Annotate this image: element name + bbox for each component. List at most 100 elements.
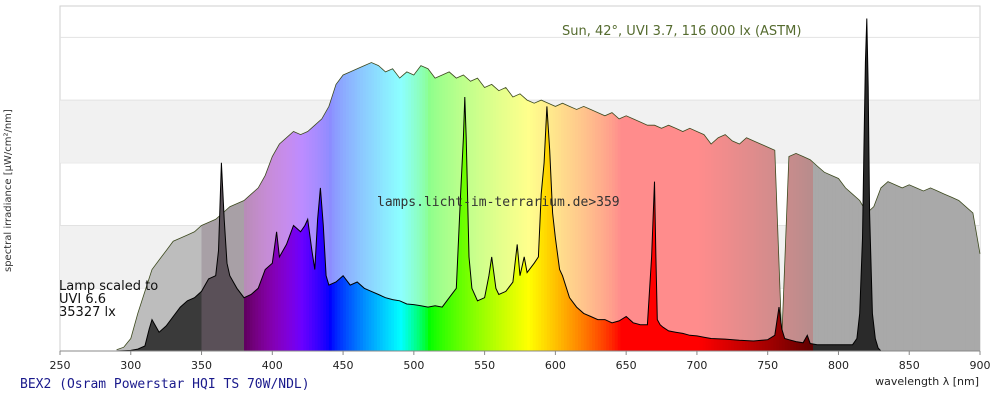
sun-spectrum-strip: [241, 62, 245, 351]
sun-spectrum-strip: [764, 62, 769, 351]
sun-spectrum-strip: [677, 62, 681, 351]
sun-spectrum-strip: [527, 62, 531, 351]
sun-spectrum-strip: [943, 62, 947, 351]
sun-spectrum-strip: [875, 62, 879, 351]
sun-spectrum-strip: [804, 62, 808, 351]
sun-spectrum-strip: [807, 62, 811, 351]
sun-spectrum-strip: [456, 62, 460, 351]
sun-spectrum-strip: [849, 62, 854, 351]
sun-spectrum-strip: [348, 62, 353, 351]
sun-spectrum-strip: [716, 62, 721, 351]
sun-spectrum-strip: [512, 62, 517, 351]
sun-spectrum-strip: [467, 62, 471, 351]
sun-spectrum-strip: [510, 62, 514, 351]
sun-spectrum-strip: [818, 62, 822, 351]
sun-spectrum-strip: [436, 62, 440, 351]
sun-spectrum-strip: [736, 62, 740, 351]
sun-spectrum-strip: [719, 62, 723, 351]
x-tick-label: 850: [899, 359, 920, 372]
lamp-spectrum-strip: [544, 18, 548, 351]
sun-spectrum-strip: [770, 62, 774, 351]
sun-spectrum-strip: [728, 62, 732, 351]
x-tick-label: 900: [970, 359, 991, 372]
sun-spectrum-strip: [555, 62, 559, 351]
sun-spectrum-strip: [909, 62, 913, 351]
x-tick-label: 750: [757, 359, 778, 372]
sun-spectrum-line: [116, 62, 981, 351]
sun-spectrum-strip: [762, 62, 766, 351]
x-tick-label: 350: [191, 359, 212, 372]
sun-spectrum-strip: [847, 62, 851, 351]
sun-spectrum-strip: [515, 62, 520, 351]
sun-spectrum-strip: [832, 62, 837, 351]
x-tick-label: 400: [262, 359, 283, 372]
sun-spectrum-strip: [360, 62, 364, 351]
sun-spectrum-strip: [595, 62, 599, 351]
sun-spectrum-strip: [696, 62, 701, 351]
sun-spectrum-strip: [439, 62, 443, 351]
sun-spectrum-strip: [773, 62, 777, 351]
sun-spectrum-strip: [682, 62, 687, 351]
sun-spectrum-strip: [229, 62, 234, 351]
sun-spectrum-strip: [430, 62, 435, 351]
sun-spectrum-strip: [297, 62, 302, 351]
sun-spectrum-strip: [303, 62, 307, 351]
sun-spectrum-strip: [813, 62, 817, 351]
sun-spectrum-strip: [824, 62, 828, 351]
sun-spectrum-strip: [487, 62, 491, 351]
sun-spectrum-strip: [453, 62, 457, 351]
sun-spectrum-strip: [801, 62, 806, 351]
sun-spectrum-strip: [699, 62, 704, 351]
watermark: lamps.licht-im-terrarium.de>359: [377, 195, 620, 210]
sun-spectrum-strip: [883, 62, 888, 351]
sun-spectrum-strip: [368, 62, 372, 351]
sun-spectrum-strip: [561, 62, 565, 351]
sun-spectrum-strip: [394, 62, 398, 351]
sun-spectrum-strip: [246, 62, 251, 351]
sun-spectrum-strip: [917, 62, 922, 351]
sun-spectrum-strip: [572, 62, 576, 351]
sun-spectrum-strip: [626, 62, 630, 351]
sun-spectrum-strip: [283, 62, 287, 351]
sun-spectrum-strip: [289, 62, 293, 351]
sun-spectrum-strip: [495, 62, 500, 351]
sun-spectrum-strip: [408, 62, 412, 351]
sun-spectrum-strip: [614, 62, 619, 351]
sun-spectrum-strip: [538, 62, 542, 351]
sun-spectrum-strip: [685, 62, 689, 351]
sun-spectrum-strip: [708, 62, 712, 351]
sun-spectrum-strip: [377, 62, 381, 351]
lamp-title: BEX2 (Osram Powerstar HQI TS 70W/NDL): [20, 377, 310, 392]
sun-spectrum-strip: [671, 62, 675, 351]
sun-spectrum-strip: [323, 62, 327, 351]
sun-spectrum-strip: [665, 62, 670, 351]
sun-spectrum-strip: [920, 62, 924, 351]
sun-spectrum-strip: [566, 62, 571, 351]
sun-spectrum-strip: [343, 62, 347, 351]
sun-spectrum-strip: [445, 62, 449, 351]
lamp-spectrum-strip: [866, 18, 871, 351]
sun-spectrum-strip: [713, 62, 718, 351]
x-tick-label: 650: [616, 359, 637, 372]
sun-spectrum-strip: [889, 62, 893, 351]
sun-spectrum-strip: [753, 62, 757, 351]
sun-spectrum-strip: [365, 62, 370, 351]
sun-spectrum-strip: [518, 62, 522, 351]
lamp-annotation-line1: Lamp scaled to: [59, 279, 158, 294]
lamp-spectrum-strip: [863, 18, 868, 351]
sun-spectrum-strip: [906, 62, 910, 351]
sun-spectrum-strip: [405, 62, 409, 351]
sun-spectrum-strip: [504, 62, 508, 351]
sun-spectrum-strip: [589, 62, 593, 351]
sun-spectrum-strip: [422, 62, 426, 351]
sun-spectrum-strip: [852, 62, 856, 351]
sun-spectrum-strip: [612, 62, 616, 351]
sun-spectrum-strip: [311, 62, 316, 351]
x-tick-label: 500: [403, 359, 424, 372]
sun-spectrum-strip: [396, 62, 401, 351]
sun-spectrum-strip: [934, 62, 939, 351]
sun-spectrum-strip: [767, 62, 772, 351]
sun-spectrum-strip: [261, 62, 265, 351]
sun-spectrum-strip: [263, 62, 268, 351]
